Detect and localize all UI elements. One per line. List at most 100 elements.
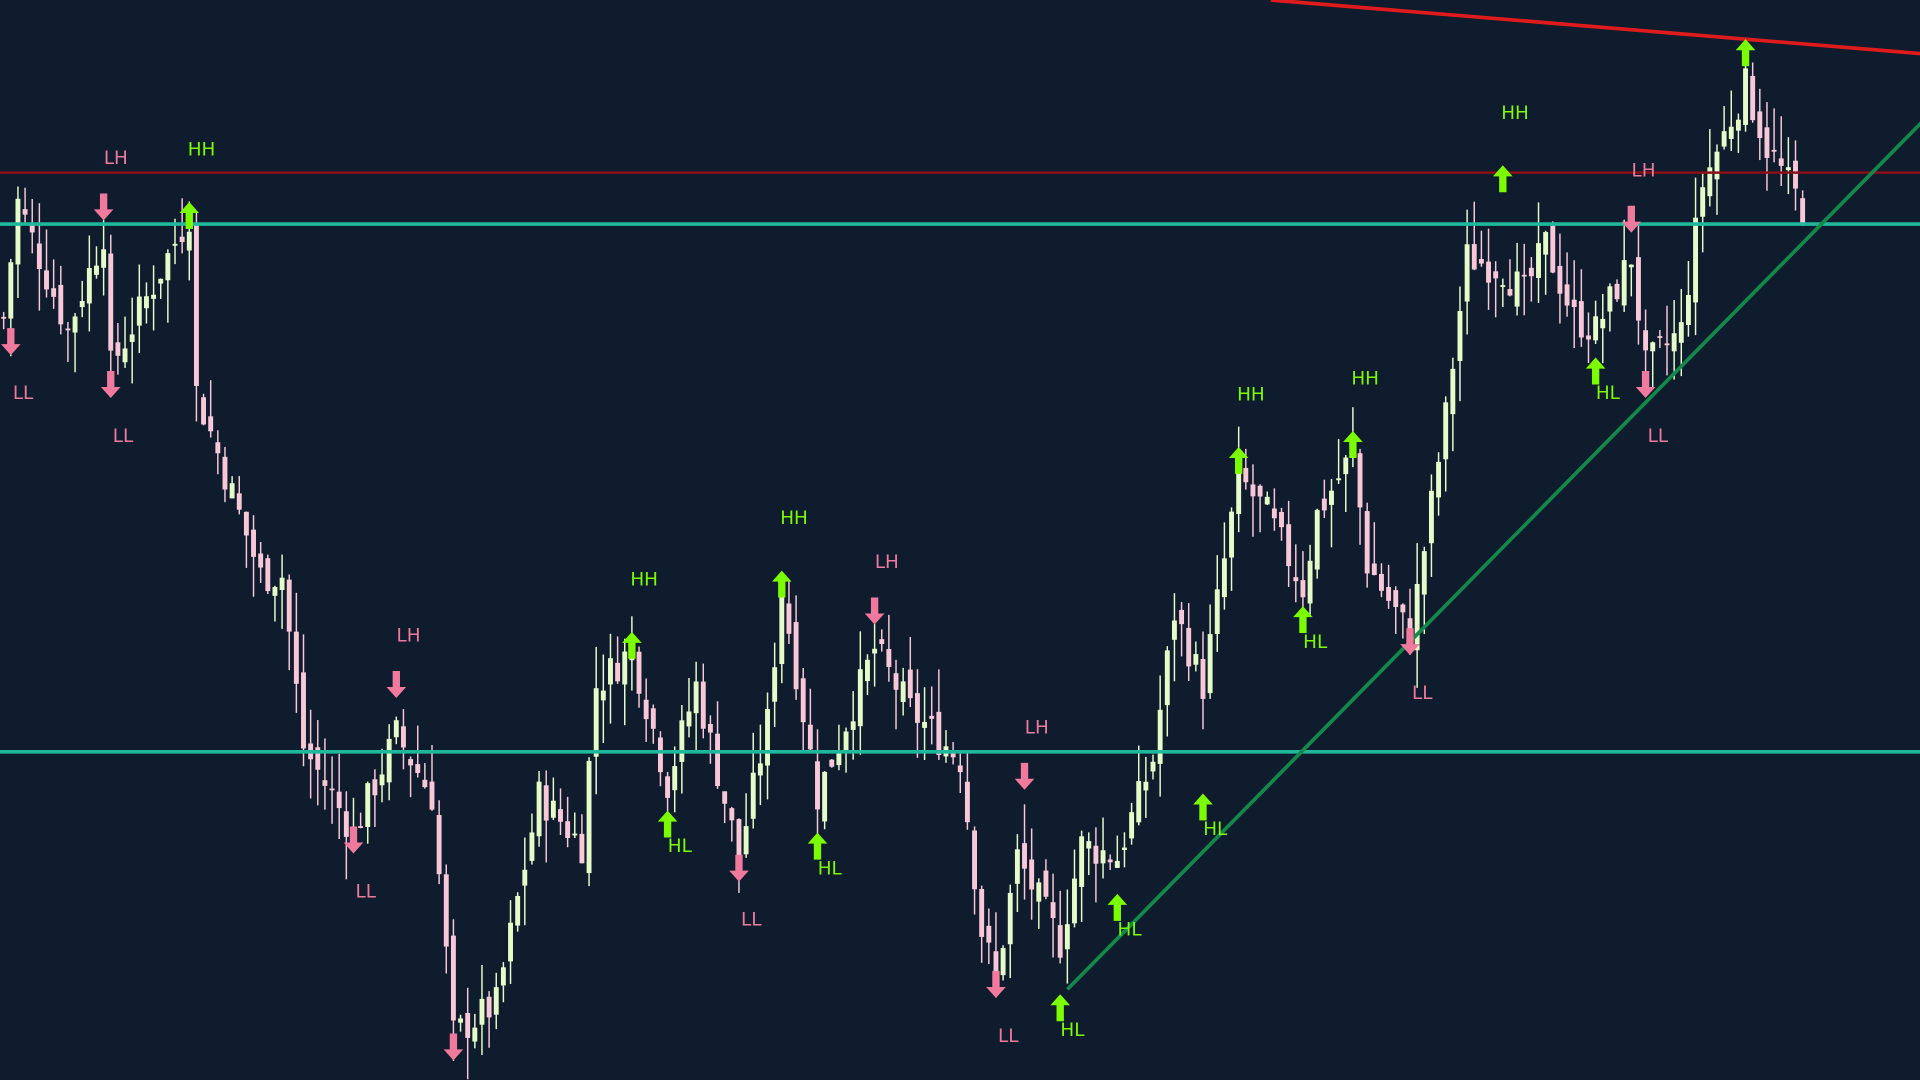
candle <box>650 704 656 744</box>
arrow-down-icon <box>986 971 1006 998</box>
candle-body <box>293 631 299 684</box>
down-arrow-marker: LH <box>1014 717 1049 790</box>
candle <box>422 763 428 789</box>
candle-body <box>693 681 699 714</box>
swing-label: HH <box>1501 103 1529 124</box>
candle <box>1014 834 1020 913</box>
candle-body <box>279 577 285 591</box>
candle <box>558 788 563 836</box>
candle <box>1122 832 1127 868</box>
candle-body <box>201 397 207 425</box>
candle <box>522 837 528 926</box>
swing-label: LL <box>741 910 762 931</box>
candle <box>1550 221 1556 274</box>
candle <box>44 229 49 298</box>
down-arrow-marker: LL <box>100 371 134 447</box>
candle-body <box>408 759 414 766</box>
up-arrow-marker: HH <box>622 569 658 659</box>
candle-body <box>1557 265 1563 294</box>
candle <box>1771 108 1777 163</box>
candle <box>529 813 535 865</box>
candle-body <box>122 348 128 363</box>
candle-body <box>900 681 906 703</box>
candle-body <box>1443 402 1449 460</box>
candle <box>750 732 756 829</box>
candle-body <box>193 222 199 386</box>
candle-body <box>1129 812 1135 839</box>
candle <box>743 793 749 858</box>
candle-body <box>793 622 799 690</box>
candle-body <box>436 815 442 875</box>
candle <box>1578 269 1584 347</box>
candle <box>765 692 770 800</box>
candle <box>886 614 892 682</box>
arrow-down-icon <box>864 597 885 625</box>
candle <box>508 900 513 984</box>
candle-body <box>1750 75 1756 121</box>
candle-body <box>679 720 685 762</box>
candle-body <box>579 833 585 864</box>
candle <box>936 669 942 760</box>
candle-body <box>400 726 406 748</box>
candle-body <box>914 693 920 723</box>
candle-body <box>779 593 785 665</box>
candle-body <box>972 830 977 890</box>
candle-body <box>750 772 756 819</box>
candle <box>1436 452 1442 516</box>
candle-body <box>707 723 713 733</box>
candle <box>1279 507 1284 541</box>
candle-body <box>765 708 770 766</box>
candle <box>543 770 549 863</box>
candle-body <box>936 711 942 755</box>
candle <box>1264 491 1270 506</box>
down-arrow-marker: LH <box>386 626 421 698</box>
candle <box>1586 312 1591 364</box>
candle-body <box>1507 289 1513 296</box>
candle-body <box>1014 849 1020 884</box>
candle-body <box>86 268 92 304</box>
candle-body <box>136 296 142 326</box>
candle <box>1500 278 1506 308</box>
up-arrow-marker: HL <box>657 810 693 857</box>
candle <box>622 638 628 726</box>
candle <box>693 661 699 751</box>
candle-body <box>479 998 485 1025</box>
candle-body <box>15 198 21 265</box>
candle-body <box>922 721 928 728</box>
candle-body <box>1214 589 1220 634</box>
candle-body <box>1800 198 1806 224</box>
candle-body <box>1371 563 1377 576</box>
candle <box>1057 890 1063 964</box>
candle <box>1179 602 1185 657</box>
swing-label: LH <box>875 552 899 573</box>
candle-body <box>843 731 849 752</box>
candle-body <box>715 733 720 787</box>
candle <box>1357 448 1363 545</box>
candle <box>907 636 913 708</box>
candle <box>1457 286 1463 402</box>
candle <box>1728 90 1734 151</box>
candle-body <box>736 819 742 860</box>
candle <box>608 633 613 724</box>
swing-label: LL <box>113 426 134 447</box>
candle-body <box>829 759 835 767</box>
candle <box>893 659 899 730</box>
candle-body <box>893 673 899 690</box>
candle-body <box>1693 217 1699 303</box>
candle-body <box>258 553 264 568</box>
candle <box>1379 563 1384 598</box>
candle <box>972 826 977 915</box>
candle-body <box>757 763 763 776</box>
arrow-up-icon <box>179 202 200 229</box>
candle <box>586 757 592 887</box>
candle-body <box>1514 271 1520 307</box>
candle-body <box>8 262 14 319</box>
candle <box>1486 228 1491 310</box>
up-arrow-marker: HL <box>1293 606 1328 653</box>
candle <box>429 745 435 811</box>
drawn-lines <box>0 0 1920 991</box>
candle <box>1685 260 1691 337</box>
candle-body <box>786 603 792 634</box>
candle-body <box>365 783 371 827</box>
